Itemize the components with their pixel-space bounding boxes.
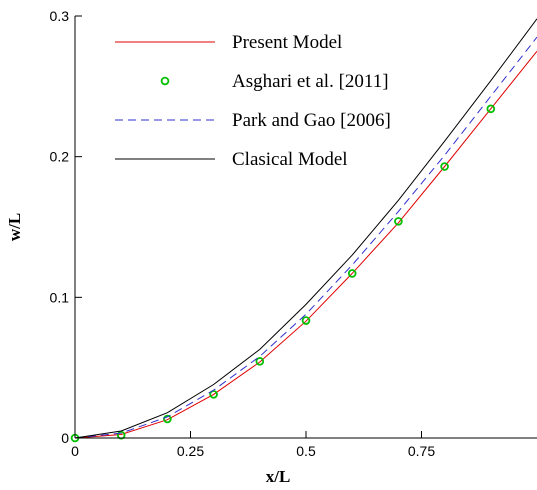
x-tick-label: 0.25 — [177, 443, 204, 459]
legend: Present Model Asghari et al. [2011] Park a… — [115, 32, 391, 170]
data-point-asghari-et-al-2011 — [486, 104, 496, 114]
legend-marker-asghari-et-al-2011 — [160, 76, 170, 86]
data-point-asghari-et-al-2011 — [347, 269, 357, 278]
series-line-clasical-model — [74, 18, 537, 439]
series-line-park-and-gao-2006 — [74, 36, 537, 439]
data-point-asghari-et-al-2011 — [116, 430, 126, 440]
series-line-present-model — [74, 50, 537, 439]
data-point-asghari-et-al-2011 — [255, 357, 265, 366]
axes: 0 0.25 0.5 0.75 0 0.1 0.2 0.3 — [50, 8, 537, 459]
y-tick-label: 0.1 — [50, 289, 70, 305]
y-tick-label: 0 — [61, 430, 69, 446]
data-point-asghari-et-al-2011 — [209, 390, 218, 399]
data-point-asghari-et-al-2011 — [394, 217, 403, 226]
legend-label-clasical-model: Clasical Model — [232, 149, 348, 170]
data-point-asghari-et-al-2011 — [163, 414, 172, 424]
legend-label-park-and-gao-2006: Park and Gao [2006] — [232, 110, 391, 131]
x-tick-label: 0.75 — [408, 443, 435, 459]
plot-area — [70, 18, 537, 443]
y-axis-title: w/L — [5, 213, 24, 241]
x-tick-label: 0 — [71, 443, 79, 459]
y-tick-label: 0.3 — [50, 8, 70, 24]
data-point-asghari-et-al-2011 — [301, 316, 311, 325]
y-tick-label: 0.2 — [50, 149, 70, 165]
legend-label-asghari-et-al-2011: Asghari et al. [2011] — [232, 71, 389, 92]
legend-label-present-model: Present Model — [232, 32, 342, 53]
x-tick-label: 0.5 — [296, 443, 316, 459]
x-axis-title: x/L — [266, 467, 291, 486]
data-point-asghari-et-al-2011 — [440, 162, 449, 171]
